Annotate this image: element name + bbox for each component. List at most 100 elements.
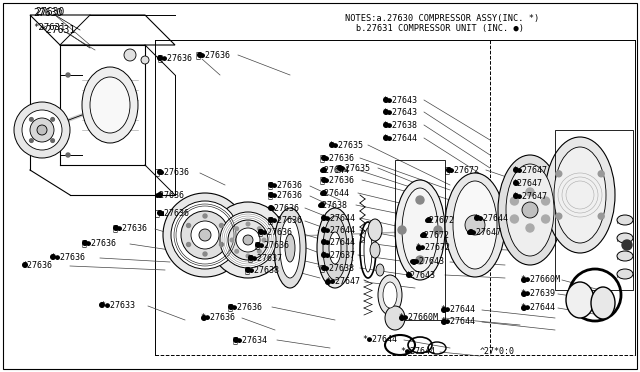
Ellipse shape — [228, 220, 268, 260]
Text: *●27636: *●27636 — [200, 314, 235, 323]
Circle shape — [511, 215, 518, 223]
Text: ●27636: ●27636 — [270, 203, 300, 212]
Text: ※●27672: ※●27672 — [445, 166, 480, 174]
Circle shape — [406, 273, 412, 277]
Text: *●27644: *●27644 — [440, 317, 475, 327]
Circle shape — [269, 218, 273, 222]
Circle shape — [598, 171, 604, 177]
Circle shape — [447, 168, 451, 172]
Circle shape — [322, 240, 326, 244]
Circle shape — [322, 178, 326, 182]
Circle shape — [235, 227, 239, 231]
Text: ●27644: ●27644 — [320, 166, 350, 174]
Circle shape — [114, 226, 118, 230]
Ellipse shape — [37, 125, 47, 135]
Circle shape — [246, 254, 250, 258]
Circle shape — [442, 308, 446, 312]
Text: ※●27636: ※●27636 — [196, 51, 231, 60]
Text: ※●27637: ※●27637 — [248, 253, 283, 263]
Text: ※●27638: ※●27638 — [245, 266, 280, 275]
Ellipse shape — [323, 216, 347, 280]
Ellipse shape — [220, 212, 276, 268]
Circle shape — [66, 73, 70, 77]
Ellipse shape — [445, 173, 505, 277]
Text: ※●27636: ※●27636 — [320, 154, 355, 163]
Ellipse shape — [317, 208, 353, 288]
Bar — [555, 130, 633, 290]
Ellipse shape — [329, 232, 341, 264]
Circle shape — [598, 213, 604, 219]
Circle shape — [269, 193, 273, 197]
Circle shape — [427, 218, 431, 222]
Text: ※●27636: ※●27636 — [228, 302, 263, 311]
Circle shape — [220, 243, 223, 247]
Text: ^27*0:0: ^27*0:0 — [480, 347, 515, 356]
Text: *●27644: *●27644 — [320, 237, 355, 247]
Ellipse shape — [378, 275, 402, 315]
Circle shape — [541, 197, 550, 205]
Circle shape — [51, 255, 55, 259]
Text: ※●27635: ※●27635 — [336, 164, 371, 173]
Ellipse shape — [243, 235, 253, 245]
Circle shape — [416, 196, 424, 204]
Circle shape — [256, 243, 260, 247]
Circle shape — [235, 250, 239, 253]
Circle shape — [417, 246, 421, 250]
Circle shape — [100, 303, 104, 307]
Text: *●27672: *●27672 — [415, 244, 450, 253]
Ellipse shape — [163, 193, 247, 277]
Circle shape — [157, 170, 163, 174]
Circle shape — [246, 268, 250, 272]
Circle shape — [526, 224, 534, 232]
Text: ●27638: ●27638 — [318, 201, 348, 209]
Circle shape — [203, 214, 207, 218]
Text: *●27643: *●27643 — [382, 108, 417, 116]
Ellipse shape — [465, 215, 485, 235]
Ellipse shape — [498, 155, 562, 265]
Circle shape — [330, 143, 334, 147]
Ellipse shape — [181, 211, 229, 259]
Ellipse shape — [368, 219, 382, 241]
Ellipse shape — [617, 269, 633, 279]
Ellipse shape — [545, 137, 615, 253]
Text: ※●27636: ※●27636 — [113, 224, 148, 232]
Ellipse shape — [617, 233, 633, 243]
Text: ※●27636: ※●27636 — [268, 190, 303, 199]
Circle shape — [338, 166, 342, 170]
Circle shape — [83, 241, 87, 245]
Circle shape — [269, 183, 273, 187]
Text: *●27636: *●27636 — [50, 253, 85, 262]
Ellipse shape — [141, 56, 149, 64]
Circle shape — [556, 213, 562, 219]
Circle shape — [434, 226, 442, 234]
Ellipse shape — [522, 202, 538, 218]
Circle shape — [514, 181, 518, 185]
Text: ●27636: ●27636 — [155, 190, 185, 199]
Circle shape — [556, 171, 562, 177]
Circle shape — [416, 256, 424, 264]
Circle shape — [541, 215, 550, 223]
Text: ※●27636: ※●27636 — [255, 241, 290, 250]
Ellipse shape — [124, 49, 136, 61]
Text: *●27647: *●27647 — [512, 166, 547, 174]
Ellipse shape — [453, 181, 497, 269]
Circle shape — [475, 216, 479, 220]
Circle shape — [622, 240, 632, 250]
Circle shape — [326, 280, 330, 284]
Text: *●27643: *●27643 — [382, 96, 417, 105]
Text: *●27644: *●27644 — [473, 214, 508, 222]
Text: *●27647: *●27647 — [512, 192, 547, 201]
Circle shape — [322, 191, 326, 195]
Circle shape — [522, 292, 526, 296]
Circle shape — [322, 228, 326, 232]
Circle shape — [157, 211, 163, 215]
Ellipse shape — [82, 67, 138, 143]
Circle shape — [442, 320, 446, 324]
Circle shape — [412, 260, 416, 264]
Circle shape — [384, 136, 388, 140]
Text: ※●27638: ※●27638 — [320, 263, 355, 273]
Ellipse shape — [30, 118, 54, 142]
Circle shape — [322, 216, 326, 220]
Circle shape — [322, 156, 326, 160]
Ellipse shape — [554, 147, 606, 243]
